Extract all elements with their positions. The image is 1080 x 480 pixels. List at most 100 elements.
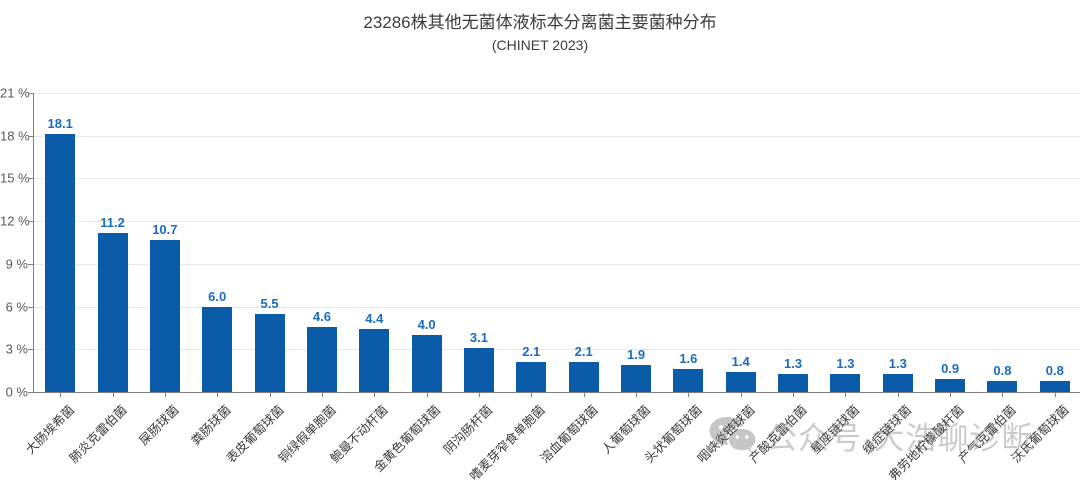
bar bbox=[463, 347, 494, 392]
gridline bbox=[34, 178, 1080, 180]
bar bbox=[411, 335, 442, 392]
y-axis: 0 % 3 % 6 % 9 % 12 % 15 % 18 % 21 % bbox=[0, 86, 30, 400]
bar-value-label: 1.3 bbox=[784, 355, 803, 371]
bar-value-label: 1.3 bbox=[888, 355, 907, 371]
bar-value-label: 2.1 bbox=[522, 344, 541, 360]
bar bbox=[202, 306, 233, 392]
category-slot: 3.1 bbox=[453, 93, 505, 397]
y-tick-mark bbox=[28, 263, 34, 265]
y-tick-mark bbox=[28, 349, 34, 351]
category-slot: 0.8 bbox=[976, 93, 1028, 397]
bar-value-label: 4.0 bbox=[417, 317, 436, 333]
category-slot: 18.1 bbox=[34, 93, 86, 397]
gridline bbox=[34, 93, 1080, 94]
x-tick-mark bbox=[374, 392, 376, 397]
bar-value-label: 5.5 bbox=[260, 295, 279, 311]
bar bbox=[45, 134, 76, 392]
plot-area: 大肠埃希菌 18.1 肺炎克雷伯菌 11.2 屎肠球菌 10.7 粪肠球菌 6.0 表皮葡萄球菌… bbox=[23, 93, 1080, 480]
watermark-text: 公众号·大浩聊诊断 bbox=[766, 421, 1034, 456]
y-tick-label: 0 % bbox=[5, 384, 28, 400]
x-tick-mark bbox=[531, 392, 533, 397]
category-slot: 2.1 bbox=[505, 93, 557, 397]
bar bbox=[778, 373, 809, 392]
bar bbox=[97, 232, 128, 392]
category-slot: 1.3 bbox=[872, 93, 924, 397]
bar-value-label: 11.2 bbox=[100, 214, 125, 230]
x-category-label-text: 屎肠球菌 bbox=[136, 402, 182, 449]
bar-value-label: 0.8 bbox=[1045, 362, 1064, 378]
category-slot: 1.3 bbox=[767, 93, 819, 397]
x-tick-mark bbox=[1002, 392, 1004, 397]
x-category-label-text: 粪肠球菌 bbox=[188, 402, 234, 449]
x-tick-mark bbox=[845, 392, 847, 397]
bar bbox=[725, 372, 756, 392]
x-tick-mark bbox=[897, 392, 899, 397]
y-tick-label: 9 % bbox=[5, 256, 28, 272]
x-tick-mark bbox=[269, 392, 271, 397]
x-tick-mark bbox=[688, 392, 690, 397]
bar-value-label: 18.1 bbox=[47, 116, 73, 132]
bar-value-label: 4.4 bbox=[365, 311, 384, 327]
y-tick-label: 15 % bbox=[0, 170, 30, 186]
bar-value-label: 4.6 bbox=[312, 308, 331, 324]
x-tick-mark bbox=[1054, 392, 1056, 397]
bar-value-label: 0.8 bbox=[993, 362, 1012, 378]
bar bbox=[149, 239, 180, 392]
bar bbox=[254, 313, 285, 392]
y-tick-mark bbox=[28, 221, 34, 223]
bar bbox=[830, 373, 861, 392]
gridline bbox=[34, 135, 1080, 137]
y-tick-mark bbox=[28, 93, 34, 94]
watermark: 公众号·大浩聊诊断 bbox=[708, 413, 1033, 458]
y-tick-label: 18 % bbox=[0, 128, 30, 144]
y-tick-label: 3 % bbox=[5, 341, 28, 357]
bar-value-label: 1.9 bbox=[626, 346, 646, 362]
y-tick-mark bbox=[28, 392, 34, 393]
bar-value-label: 0.9 bbox=[941, 361, 960, 377]
bar-value-label: 10.7 bbox=[152, 221, 178, 237]
category-slot: 4.6 bbox=[296, 93, 348, 397]
bar bbox=[935, 379, 966, 392]
wechat-icon bbox=[709, 416, 756, 452]
x-tick-mark bbox=[217, 392, 219, 397]
x-tick-mark bbox=[60, 392, 62, 397]
gridline bbox=[34, 306, 1080, 308]
y-tick-label: 21 % bbox=[0, 85, 30, 101]
category-slot: 11.2 bbox=[86, 93, 138, 397]
category-slot: 4.0 bbox=[400, 93, 452, 397]
category-slot: 10.7 bbox=[139, 93, 191, 397]
y-tick-label: 6 % bbox=[5, 299, 28, 315]
bar bbox=[987, 380, 1018, 392]
bar bbox=[673, 369, 704, 392]
category-slot: 1.6 bbox=[662, 93, 714, 397]
bar bbox=[882, 373, 913, 392]
y-tick-mark bbox=[28, 178, 34, 180]
category-slot: 0.8 bbox=[1029, 93, 1080, 397]
bar-value-label: 1.3 bbox=[836, 355, 855, 371]
gridline bbox=[34, 349, 1080, 351]
x-tick-mark bbox=[112, 392, 114, 397]
category-slot: 4.4 bbox=[348, 93, 400, 397]
bar-value-label: 6.0 bbox=[208, 288, 227, 304]
x-tick-mark bbox=[793, 392, 795, 397]
y-tick-mark bbox=[28, 306, 34, 308]
y-tick-mark bbox=[28, 135, 34, 137]
category-slot: 1.9 bbox=[610, 93, 662, 397]
bar bbox=[621, 364, 652, 392]
bar bbox=[306, 326, 337, 392]
gridline bbox=[34, 263, 1080, 265]
x-tick-mark bbox=[321, 392, 323, 397]
x-tick-mark bbox=[950, 392, 952, 397]
bar bbox=[516, 362, 547, 392]
y-tick-label: 12 % bbox=[0, 213, 30, 229]
category-slot: 1.4 bbox=[715, 93, 767, 397]
category-slot: 1.3 bbox=[819, 93, 871, 397]
bar bbox=[1039, 380, 1070, 392]
bar-value-label: 1.4 bbox=[731, 354, 750, 370]
category-slot: 2.1 bbox=[558, 93, 610, 397]
bar-value-label: 3.1 bbox=[469, 329, 489, 345]
bar-value-label: 1.6 bbox=[679, 351, 698, 367]
x-tick-mark bbox=[740, 392, 742, 397]
chart-title: 23286株其他无菌体液标本分离菌主要菌种分布 bbox=[363, 13, 717, 32]
